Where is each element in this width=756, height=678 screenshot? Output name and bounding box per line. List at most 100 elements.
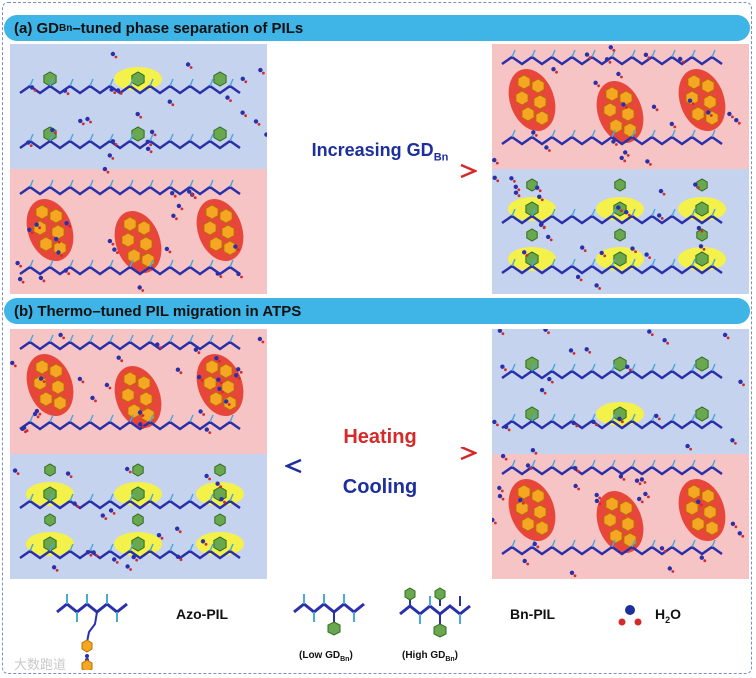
side-chain — [611, 413, 616, 422]
side-chain — [209, 334, 214, 343]
ring — [221, 224, 235, 240]
water-h — [68, 224, 71, 228]
side-chain — [209, 543, 214, 552]
side-chain — [711, 129, 716, 138]
water-o — [616, 71, 621, 77]
ring — [701, 78, 715, 94]
water-o — [54, 236, 59, 242]
ring — [49, 208, 63, 224]
side-chain — [209, 493, 214, 502]
water-h — [261, 340, 265, 344]
water-h — [16, 472, 20, 475]
ring — [132, 463, 144, 477]
ring — [213, 486, 227, 502]
water-h — [534, 134, 538, 137]
side-chain — [571, 258, 576, 267]
side-chain — [189, 179, 194, 188]
water-o — [258, 67, 263, 73]
side-chain — [691, 413, 696, 422]
water-h — [671, 570, 675, 573]
ring — [53, 395, 67, 411]
water-o — [685, 443, 690, 449]
water-h — [244, 114, 248, 118]
water-h — [219, 275, 223, 278]
water-o — [164, 246, 170, 252]
water-2: 2 — [665, 614, 671, 625]
water-h — [190, 193, 194, 197]
water-h — [496, 179, 500, 183]
water-h — [620, 75, 623, 79]
side-chain — [169, 259, 174, 268]
water-o — [156, 533, 162, 538]
bn-pil-label: Bn-PIL — [510, 606, 556, 622]
water-h — [575, 424, 579, 428]
side-chain — [29, 493, 34, 502]
side-chain — [691, 208, 696, 217]
azo-pil-legend-icon — [56, 594, 128, 670]
water-o — [110, 139, 116, 144]
side-chain — [571, 363, 576, 372]
water-o — [91, 550, 96, 555]
water-o — [544, 145, 549, 150]
ring — [43, 486, 57, 502]
water-o — [738, 379, 743, 384]
water-h — [583, 249, 587, 253]
ring — [621, 516, 635, 532]
water-o — [34, 408, 40, 414]
side-chain — [571, 49, 576, 58]
side-chain — [531, 459, 536, 468]
water-h — [38, 412, 42, 416]
water-h — [700, 229, 704, 233]
water-h — [115, 561, 119, 564]
water-h — [240, 275, 243, 279]
water-h — [178, 530, 182, 534]
ring — [687, 484, 701, 500]
water-molecules — [492, 45, 741, 290]
ring — [695, 356, 709, 372]
ring — [44, 463, 56, 477]
side-chain — [631, 258, 636, 267]
water-h — [576, 469, 580, 473]
side-chain — [651, 363, 656, 372]
water-h — [89, 553, 93, 557]
water-h — [655, 108, 659, 112]
water-o — [497, 329, 503, 333]
water-h — [141, 414, 145, 417]
water-o — [659, 546, 665, 551]
ring — [127, 403, 141, 419]
water-h — [219, 485, 223, 489]
water-o — [215, 481, 220, 486]
water-o — [647, 329, 652, 334]
side-chain — [691, 49, 696, 58]
water-o — [167, 99, 172, 104]
ring — [621, 106, 635, 122]
ring — [533, 504, 547, 520]
water-o — [698, 244, 704, 249]
ring — [603, 512, 617, 528]
water-h — [135, 558, 139, 562]
ring — [605, 86, 619, 102]
water-o — [215, 271, 220, 276]
ring — [695, 251, 709, 267]
water-h — [111, 242, 115, 246]
water-o — [532, 541, 537, 547]
side-chain — [551, 459, 556, 468]
water-o — [176, 203, 182, 209]
water-h — [538, 189, 542, 193]
water-o — [116, 355, 121, 360]
water-h — [621, 420, 624, 424]
water-h — [603, 254, 607, 258]
side-chain — [229, 543, 234, 552]
side-chain — [129, 78, 134, 87]
azo-pil-row — [19, 179, 244, 276]
side-chain — [511, 258, 516, 267]
side-chain — [651, 459, 656, 468]
side-chain — [29, 334, 34, 343]
water-o — [643, 52, 649, 57]
blue-phase — [10, 44, 267, 169]
side-chain — [229, 334, 234, 343]
water-o — [107, 153, 113, 158]
water-o — [109, 87, 114, 92]
side-chain — [49, 493, 54, 502]
water-o — [225, 95, 230, 100]
